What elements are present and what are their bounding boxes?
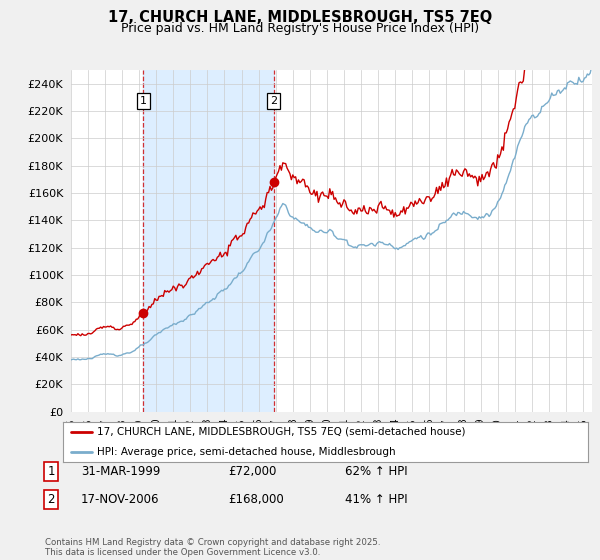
Text: £168,000: £168,000 <box>228 493 284 506</box>
Text: 17, CHURCH LANE, MIDDLESBROUGH, TS5 7EQ (semi-detached house): 17, CHURCH LANE, MIDDLESBROUGH, TS5 7EQ … <box>97 427 466 437</box>
Text: 2: 2 <box>47 493 55 506</box>
Text: £72,000: £72,000 <box>228 465 277 478</box>
Bar <box>143 70 274 412</box>
Text: 2: 2 <box>270 96 277 106</box>
Text: HPI: Average price, semi-detached house, Middlesbrough: HPI: Average price, semi-detached house,… <box>97 447 396 457</box>
Text: Price paid vs. HM Land Registry's House Price Index (HPI): Price paid vs. HM Land Registry's House … <box>121 22 479 35</box>
Text: 31-MAR-1999: 31-MAR-1999 <box>81 465 160 478</box>
Text: 17-NOV-2006: 17-NOV-2006 <box>81 493 160 506</box>
Text: Contains HM Land Registry data © Crown copyright and database right 2025.
This d: Contains HM Land Registry data © Crown c… <box>45 538 380 557</box>
Text: 1: 1 <box>140 96 147 106</box>
Text: 17, CHURCH LANE, MIDDLESBROUGH, TS5 7EQ: 17, CHURCH LANE, MIDDLESBROUGH, TS5 7EQ <box>108 10 492 25</box>
Text: 1: 1 <box>47 465 55 478</box>
Text: 41% ↑ HPI: 41% ↑ HPI <box>345 493 407 506</box>
Text: 62% ↑ HPI: 62% ↑ HPI <box>345 465 407 478</box>
